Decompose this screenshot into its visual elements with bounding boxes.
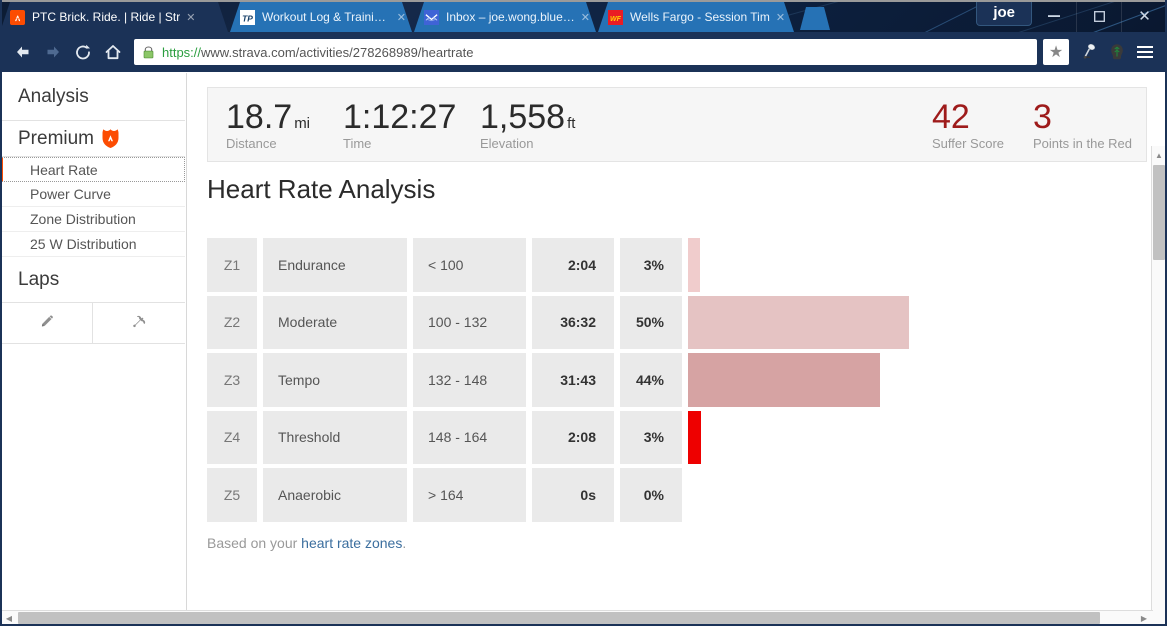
svg-text:WF: WF (610, 15, 622, 22)
svg-text:TP: TP (242, 13, 253, 23)
